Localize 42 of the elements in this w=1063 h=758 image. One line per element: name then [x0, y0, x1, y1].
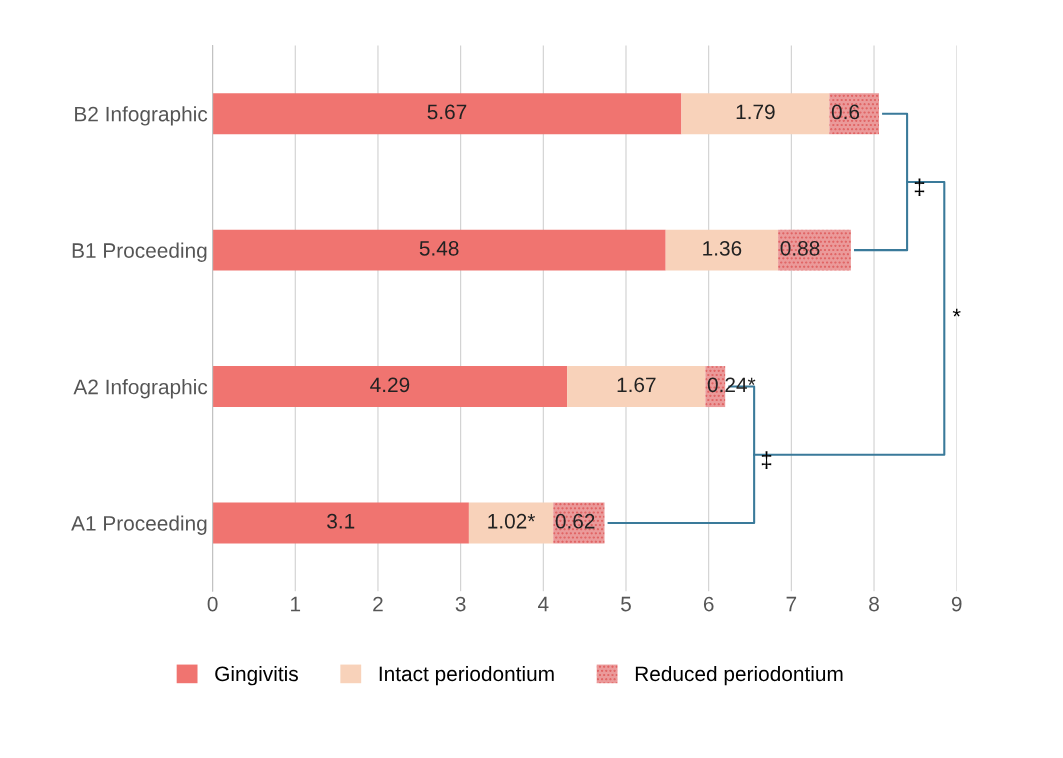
bar — [212, 229, 666, 271]
y-tick-label: B2 Infographic — [75, 106, 208, 126]
legend-label: Intact periodontium — [379, 665, 554, 686]
bar — [681, 93, 830, 135]
x-tick-label: 5 — [621, 596, 631, 612]
x-tick-label: 3 — [455, 596, 466, 612]
annotation: ‡ — [914, 178, 925, 197]
x-tick-label: 1 — [291, 596, 301, 612]
y-tick-label: A1 Proceeding — [71, 515, 207, 535]
bar — [212, 366, 568, 408]
annotation: * — [952, 308, 961, 317]
legend-label: Reduced periodontium — [635, 665, 843, 686]
x-tick-label: 6 — [703, 596, 714, 612]
data-label: 1.67 — [617, 377, 656, 393]
x-tick-label: 8 — [869, 596, 879, 612]
x-tick-label: 4 — [538, 596, 549, 612]
y-tick-label: A2 Infographic — [73, 379, 208, 399]
y-tick-label: B1 Proceeding — [72, 242, 207, 263]
bar — [212, 502, 469, 544]
legend-label: Gingivitis — [215, 665, 298, 686]
data-label: 5.67 — [427, 104, 467, 120]
x-tick-label: 2 — [373, 596, 383, 612]
data-label: 0.24* — [707, 377, 756, 393]
data-label: 0.6 — [831, 104, 860, 120]
annotation: ‡ — [761, 451, 772, 469]
bar — [567, 366, 706, 408]
x-tick-label: 9 — [951, 596, 962, 612]
data-label: 1.36 — [703, 240, 742, 256]
bar — [212, 93, 682, 135]
data-label: 1.02* — [488, 513, 536, 529]
data-label: 0.88 — [780, 240, 820, 256]
data-label: 5.48 — [419, 240, 459, 256]
bar — [778, 229, 851, 271]
data-label: 3.1 — [327, 513, 355, 529]
bar — [468, 502, 554, 544]
bar — [665, 229, 779, 271]
data-label: 1.79 — [736, 104, 775, 120]
data-label: 0.62 — [555, 513, 595, 529]
data-label: 4.29 — [370, 377, 410, 393]
bar — [829, 93, 879, 135]
x-tick-label: 0 — [207, 596, 218, 612]
x-tick-label: 7 — [786, 596, 797, 612]
